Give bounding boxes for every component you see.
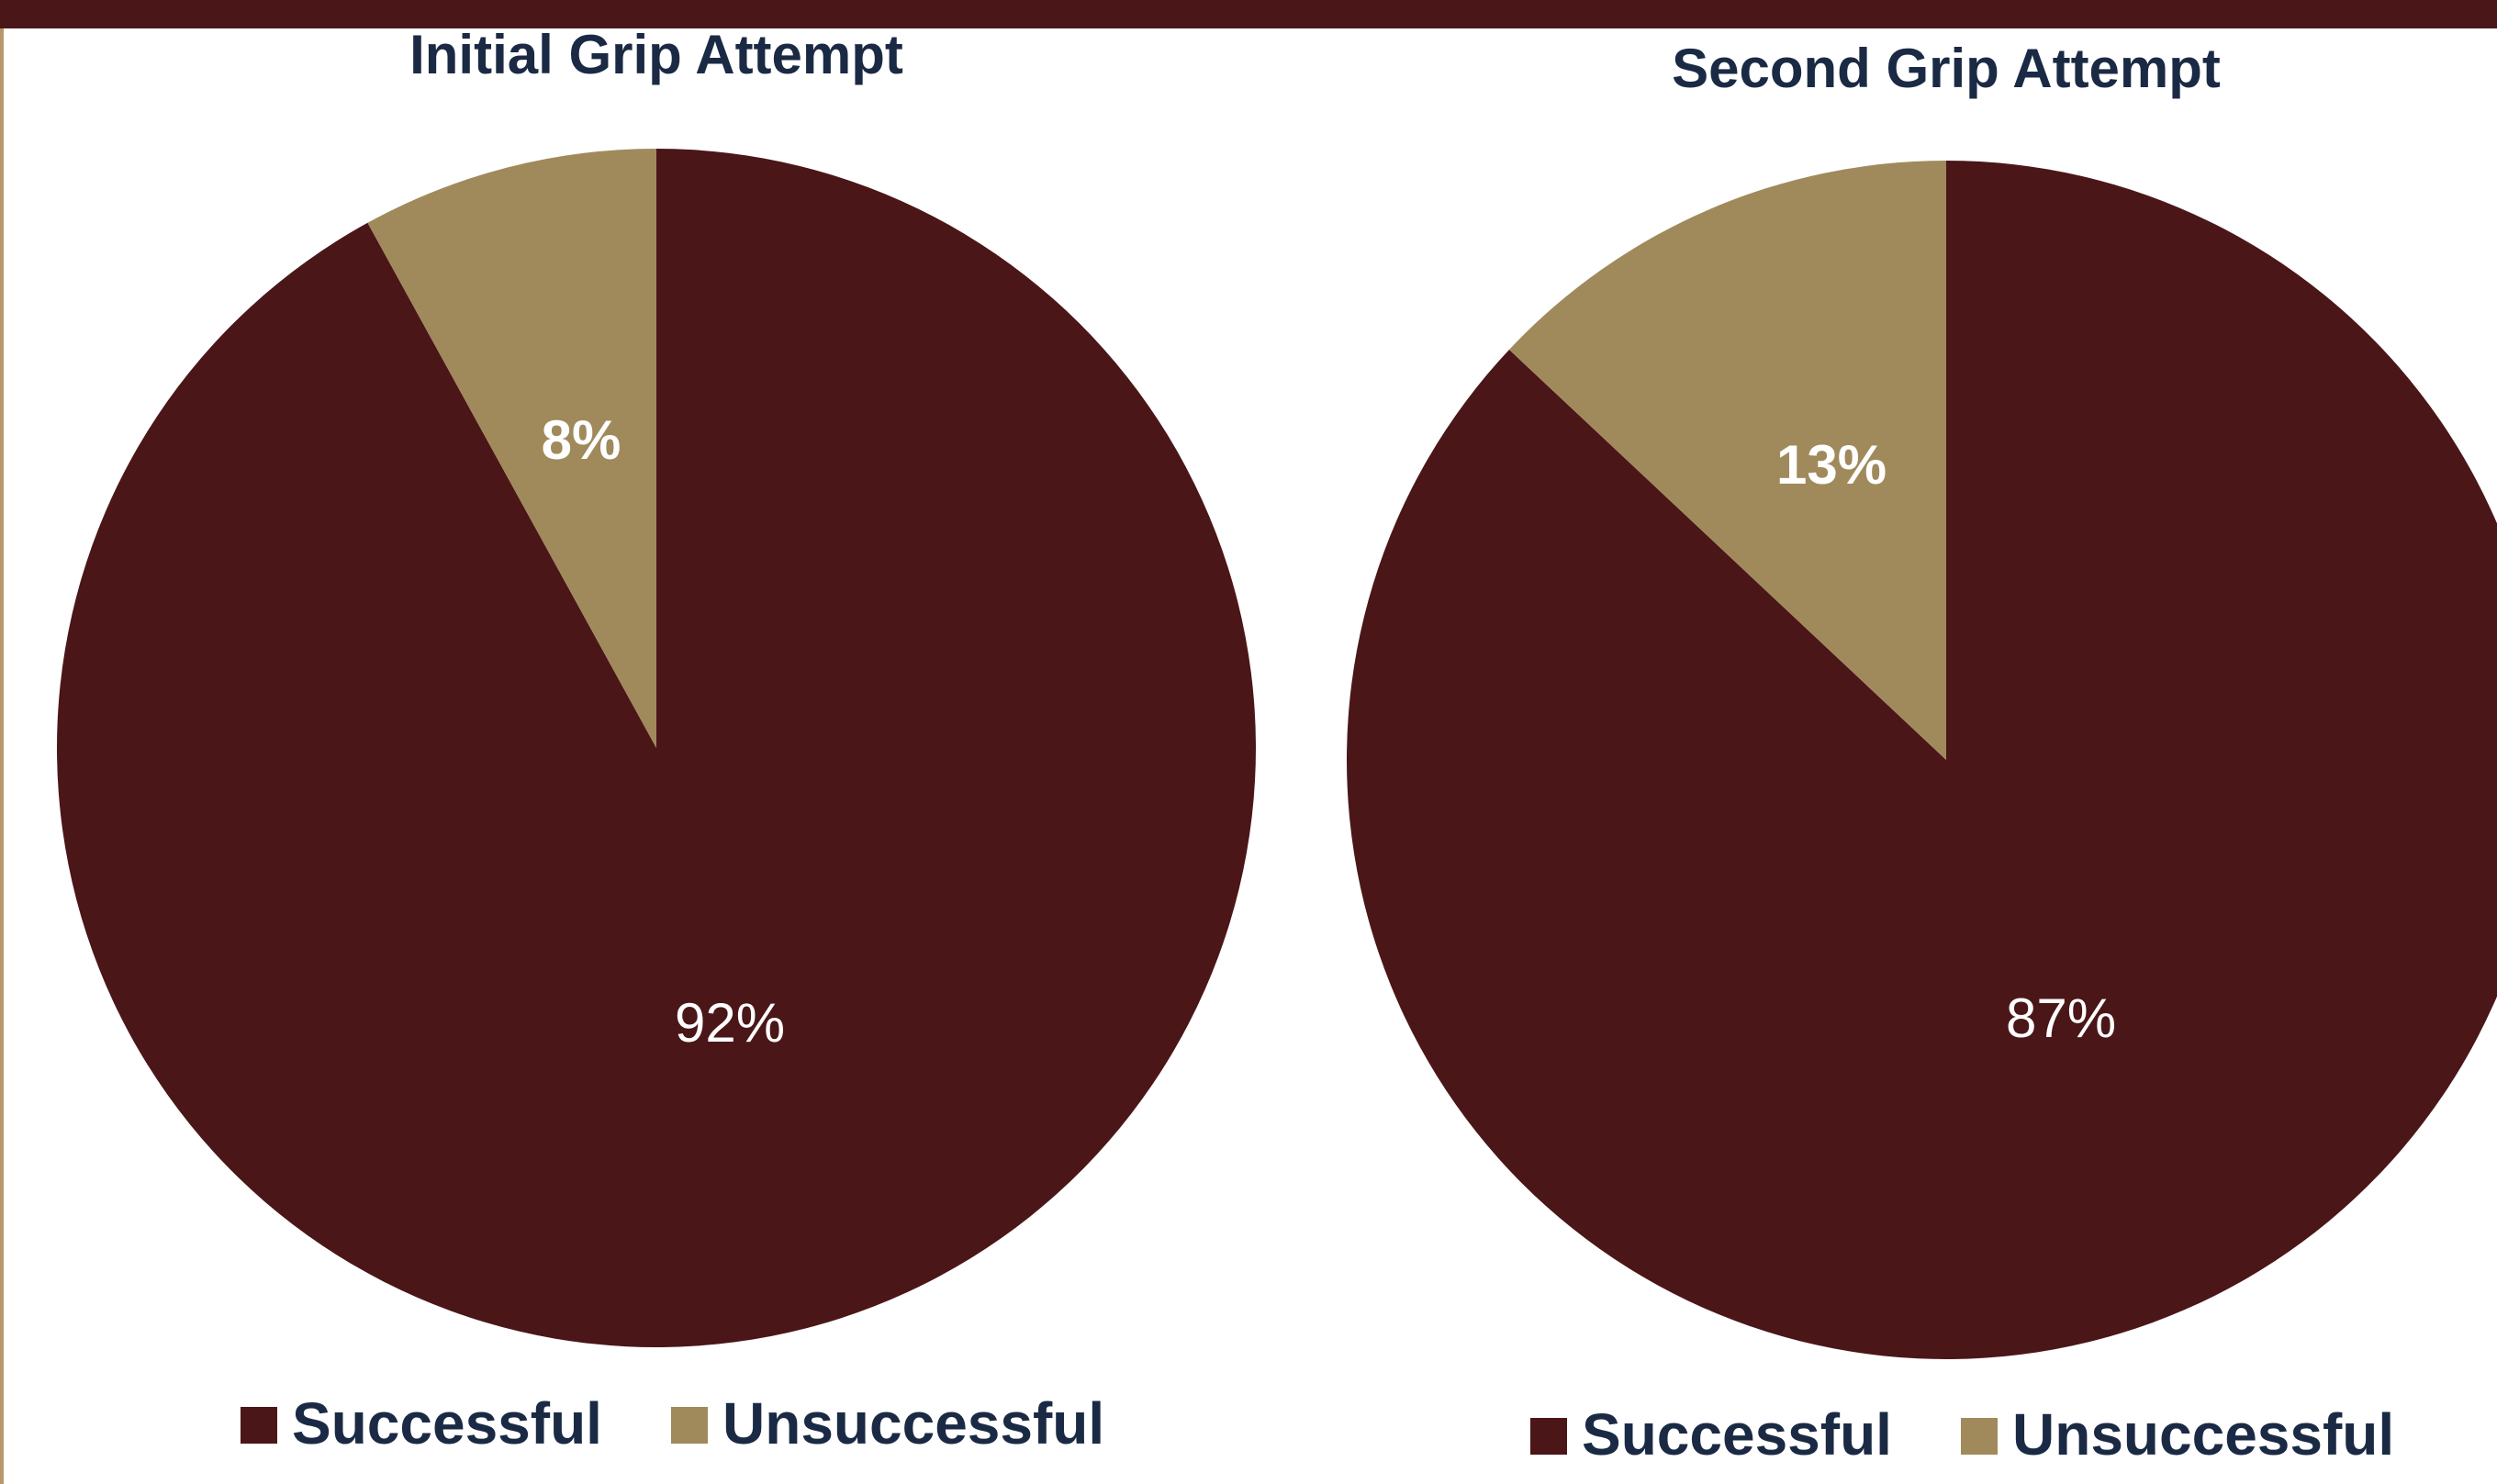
pie-chart-1: Initial Grip Attempt 92% 8% Successful Unsuc… <box>56 24 1257 1456</box>
data-label-unsuccessful: 13% <box>1776 434 1887 496</box>
legend: Successful Unsuccessful <box>1530 1401 2394 1467</box>
pie-chart-2: Second Grip Attempt 87% 13% Successful Unsuc… <box>1347 38 2497 1467</box>
legend-label-unsuccessful: Unsuccessful <box>2012 1401 2394 1467</box>
pie-slice-unsuccessful <box>1508 161 1946 760</box>
legend-label-successful: Successful <box>292 1390 602 1456</box>
data-label-successful: 87% <box>2006 987 2116 1049</box>
pie-slice-successful <box>1347 161 2497 1359</box>
legend-label-successful: Successful <box>1582 1401 1892 1467</box>
legend-swatch-successful <box>241 1407 277 1444</box>
data-label-unsuccessful: 8% <box>542 409 621 471</box>
legend-label-unsuccessful: Unsuccessful <box>722 1390 1104 1456</box>
pie-slice-successful <box>56 149 1257 1347</box>
pie-slice-unsuccessful <box>367 149 656 748</box>
slide-header-bar <box>0 0 2497 28</box>
legend-swatch-unsuccessful <box>671 1407 708 1444</box>
legend: Successful Unsuccessful <box>241 1390 1104 1456</box>
legend-swatch-unsuccessful <box>1961 1418 1998 1455</box>
data-label-successful: 92% <box>675 992 785 1054</box>
chart-title: Initial Grip Attempt <box>409 24 903 85</box>
legend-swatch-successful <box>1530 1418 1567 1455</box>
chart-title: Second Grip Attempt <box>1672 38 2221 99</box>
slide-left-border <box>0 28 4 1484</box>
